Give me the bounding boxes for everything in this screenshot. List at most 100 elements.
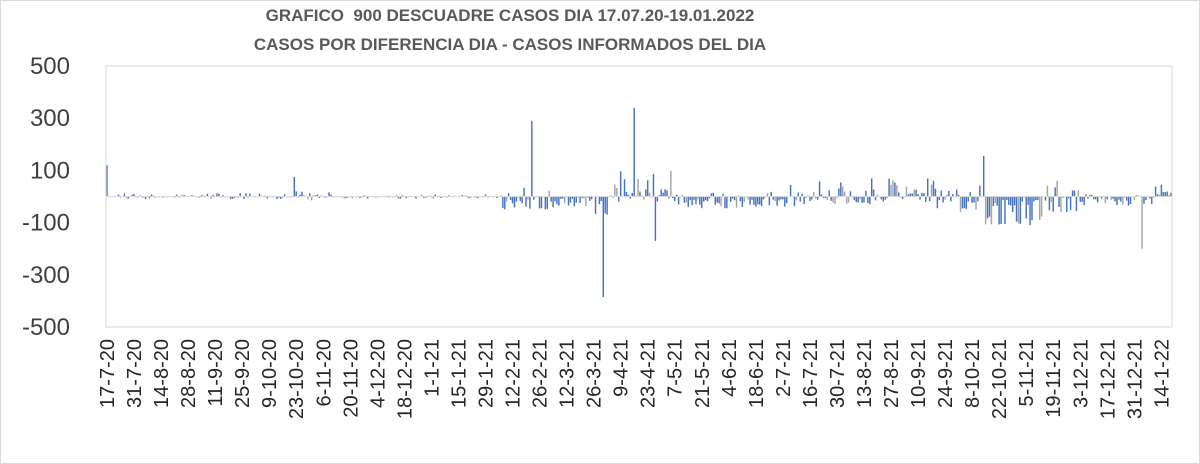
bar: [1073, 190, 1076, 197]
bar: [154, 196, 156, 198]
x-tick-label: 16-7-21: [800, 339, 822, 408]
bar: [702, 196, 705, 202]
bar: [509, 196, 512, 201]
bar: [280, 196, 282, 199]
bar: [739, 196, 742, 202]
bar: [529, 196, 531, 209]
bar: [484, 194, 487, 197]
bar: [658, 195, 661, 197]
bar: [1037, 196, 1039, 201]
bar: [1085, 194, 1087, 197]
bar: [388, 196, 390, 198]
bar: [625, 191, 628, 197]
bar: [316, 194, 319, 197]
bar: [1100, 196, 1103, 199]
bar: [957, 194, 960, 197]
bar: [467, 196, 469, 199]
bar: [1096, 196, 1099, 203]
bar: [231, 196, 234, 199]
bar: [629, 196, 632, 199]
x-tick-label: 14-1-22: [1151, 339, 1173, 408]
bar: [330, 194, 332, 197]
bar: [1052, 196, 1054, 212]
bar: [928, 196, 931, 202]
bar: [757, 196, 759, 205]
bar: [720, 196, 722, 206]
bar: [461, 195, 464, 197]
bar: [1145, 196, 1147, 201]
bar: [988, 196, 991, 217]
bar: [979, 185, 981, 197]
bar: [222, 195, 224, 197]
bar: [546, 196, 548, 209]
bar: [963, 196, 966, 209]
bar: [772, 196, 774, 200]
bar: [563, 196, 566, 204]
bar: [996, 196, 998, 206]
bar: [210, 196, 212, 199]
chart-title: GRAFICO 900 DESCUADRE CASOS DIA 17.07.20…: [265, 6, 755, 25]
bar: [776, 196, 778, 206]
bar: [123, 193, 126, 197]
bar: [405, 196, 408, 199]
bar: [1060, 196, 1062, 213]
bar: [293, 176, 296, 197]
bar: [853, 196, 856, 201]
bar: [930, 184, 933, 197]
bar: [865, 190, 867, 197]
bar: [633, 107, 635, 197]
bar: [1129, 196, 1132, 204]
bar: [695, 196, 697, 205]
bar: [731, 196, 734, 199]
bar: [905, 186, 908, 197]
x-tick-label: 10-9-21: [908, 339, 930, 408]
bar: [886, 196, 888, 198]
bar: [1069, 196, 1072, 211]
x-tick-label: 14-8-20: [151, 339, 173, 408]
bar: [768, 196, 771, 206]
bar: [560, 196, 562, 199]
bar: [363, 195, 365, 197]
bar: [1035, 196, 1037, 201]
bar: [646, 180, 649, 197]
bar: [965, 196, 968, 210]
x-tick-label: 29-1-21: [475, 339, 497, 408]
bar: [133, 193, 135, 197]
bar: [872, 189, 875, 197]
bar: [477, 196, 479, 199]
x-tick-label: 17-7-20: [97, 339, 119, 408]
bar: [641, 195, 643, 197]
bar: [936, 196, 939, 209]
bar: [836, 196, 838, 198]
bar: [589, 196, 591, 201]
bar: [921, 192, 923, 197]
bar: [784, 196, 786, 207]
bar: [1025, 196, 1027, 219]
bar: [1077, 190, 1080, 197]
bar: [131, 194, 133, 197]
bar: [507, 193, 510, 197]
bar: [969, 192, 971, 197]
bar: [948, 190, 950, 197]
bar: [687, 196, 689, 207]
bar: [1150, 196, 1153, 204]
bar: [654, 196, 657, 241]
bar: [579, 196, 581, 204]
bar: [896, 185, 898, 197]
bar: [890, 184, 892, 197]
bar: [832, 196, 834, 203]
bar: [587, 196, 589, 198]
bar: [1110, 196, 1112, 200]
bar: [558, 196, 560, 206]
bar: [973, 196, 975, 203]
bar: [519, 196, 521, 201]
bar: [550, 196, 552, 202]
bar: [527, 196, 529, 200]
bar: [882, 196, 885, 202]
bar: [1114, 196, 1116, 202]
bar: [1118, 196, 1120, 200]
bar: [343, 196, 346, 199]
bar: [1168, 194, 1170, 197]
x-tick-label: 28-8-20: [178, 339, 200, 408]
